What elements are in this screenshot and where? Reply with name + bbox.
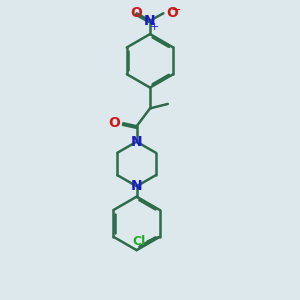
Text: N: N bbox=[131, 135, 142, 149]
Text: N: N bbox=[131, 179, 142, 193]
Text: −: − bbox=[171, 4, 181, 17]
Text: N: N bbox=[144, 14, 156, 28]
Text: O: O bbox=[131, 6, 142, 20]
Text: O: O bbox=[108, 116, 120, 130]
Text: Cl: Cl bbox=[132, 235, 146, 248]
Text: +: + bbox=[150, 22, 159, 32]
Text: O: O bbox=[166, 6, 178, 20]
